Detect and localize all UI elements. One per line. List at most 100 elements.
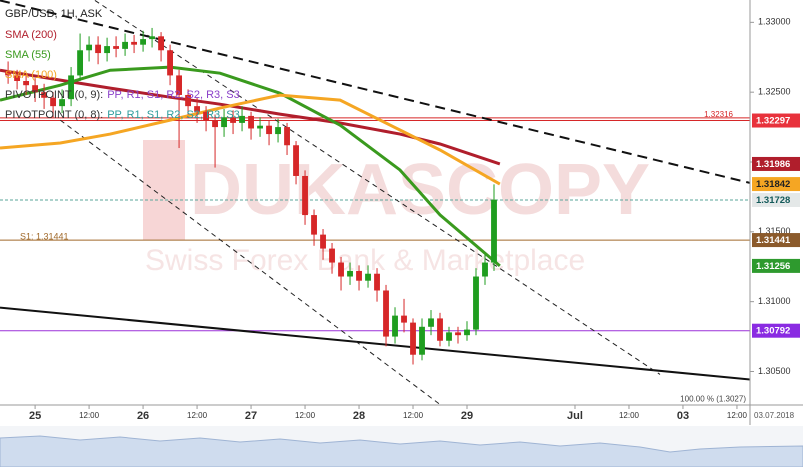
- price-tag-label: 1.31256: [756, 261, 790, 272]
- candle-body: [77, 50, 84, 76]
- y-tick-label: 1.30500: [758, 366, 791, 376]
- candle-body: [401, 315, 407, 323]
- x-tick-label: 12:00: [295, 411, 316, 420]
- price-tag: [752, 192, 800, 207]
- candle-body: [113, 46, 120, 49]
- legend: GBP/USD, 1H, ASK SMA (200) SMA (55) SMA (1…: [5, 8, 240, 121]
- candle-body: [221, 117, 227, 128]
- candle-body: [140, 39, 146, 45]
- candle-body: [5, 71, 12, 76]
- candle-body: [23, 81, 30, 86]
- candle-body: [248, 115, 254, 129]
- candle-body: [266, 125, 272, 135]
- candle-body: [50, 97, 57, 107]
- candle-body: [410, 322, 416, 355]
- fib-label: 100.00 % (1.3027): [680, 395, 746, 404]
- candle-body: [464, 329, 470, 336]
- candle-body: [167, 50, 173, 76]
- date-label: 03.07.2018: [754, 411, 795, 420]
- candle-body: [437, 318, 443, 341]
- candle-body: [68, 75, 75, 100]
- candle-body: [104, 46, 111, 54]
- candle-body: [482, 262, 488, 277]
- level-label: 1.32316: [704, 110, 733, 119]
- candle-body: [212, 120, 218, 128]
- x-tick-label: 26: [137, 410, 149, 422]
- candle-body: [491, 199, 497, 263]
- candle-body: [230, 117, 236, 123]
- price-tag-label: 1.30792: [756, 326, 790, 337]
- candle-body: [338, 262, 344, 277]
- candle-body: [41, 92, 48, 98]
- candle-body: [374, 273, 380, 291]
- pivot-legend-items: PP, R1, S1, R2, S2, R3, S3: [107, 89, 239, 101]
- price-tag: [752, 233, 800, 248]
- pivot-legend-label: PIVOTPOINT (0, 9):: [5, 89, 103, 101]
- level-label: S1: 1.31441: [20, 231, 69, 241]
- x-tick-label: 12:00: [79, 411, 100, 420]
- price-tag: [752, 323, 800, 338]
- sma-line: [0, 65, 501, 268]
- candle-body: [302, 175, 308, 216]
- price-tag: [752, 113, 800, 128]
- watermark-logo: [143, 140, 185, 240]
- x-tick-label: 29: [461, 410, 473, 422]
- candle-body: [383, 290, 389, 337]
- legend-entry: SMA (100): [5, 69, 57, 81]
- candle-body: [473, 276, 479, 330]
- pivot-legend-label: PIVOTPOINT (0, 8):: [5, 109, 103, 121]
- x-tick-label: 25: [29, 410, 41, 422]
- candle-body: [293, 145, 299, 176]
- y-tick-label: 1.32500: [758, 87, 791, 97]
- price-tag-label: 1.31842: [756, 179, 790, 190]
- pivot-legend-items: PP, R1, S1, R2, S2, R3, S3: [107, 109, 239, 121]
- x-tick-label: 12:00: [619, 411, 640, 420]
- price-tag: [752, 258, 800, 273]
- trendline: [0, 0, 750, 184]
- price-tag-label: 1.31986: [756, 159, 790, 170]
- candle-body: [356, 270, 362, 281]
- candle-body: [329, 248, 335, 263]
- candle-body: [320, 234, 326, 249]
- candle-body: [59, 99, 66, 107]
- watermark-brand: DUKASCOPY: [190, 150, 650, 230]
- price-tag-label: 1.31441: [756, 235, 791, 246]
- legend-entry: SMA (200): [5, 29, 57, 41]
- trendline: [94, 0, 661, 375]
- axes: 1.330001.325001.320001.315001.310001.305…: [29, 17, 800, 422]
- legend-entry: SMA (55): [5, 49, 51, 61]
- candle-body: [455, 332, 461, 336]
- candle-body: [257, 125, 263, 129]
- candle-body: [194, 106, 200, 112]
- price-tag: [752, 156, 800, 171]
- y-tick-label: 1.31500: [758, 226, 791, 236]
- x-tick-label: 12:00: [187, 411, 208, 420]
- trendline: [0, 306, 750, 381]
- navigator: [0, 426, 803, 468]
- candle-body: [14, 75, 21, 81]
- price-tag-label: 1.32297: [756, 116, 790, 127]
- candle-body: [95, 44, 102, 54]
- price-tag-label: 1.31728: [756, 195, 790, 206]
- candle-body: [185, 94, 191, 107]
- candle-body: [419, 326, 425, 355]
- plot-area: [0, 0, 750, 405]
- trendline: [59, 119, 441, 405]
- candle-body: [239, 115, 245, 123]
- candle-body: [149, 36, 155, 40]
- candle-body: [311, 215, 317, 235]
- x-tick-label: 28: [353, 410, 365, 422]
- x-tick-label: 12:00: [403, 411, 424, 420]
- x-tick-label: 27: [245, 410, 257, 422]
- candle-body: [275, 127, 281, 135]
- candle-body: [428, 318, 434, 327]
- y-tick-label: 1.31000: [758, 296, 791, 306]
- candle-body: [392, 315, 398, 337]
- x-tick-label: Jul: [567, 410, 583, 422]
- candle-body: [284, 127, 290, 146]
- watermark: DUKASCOPY Swiss Forex Bank & Marketplace: [143, 140, 650, 277]
- sma-line: [0, 93, 501, 186]
